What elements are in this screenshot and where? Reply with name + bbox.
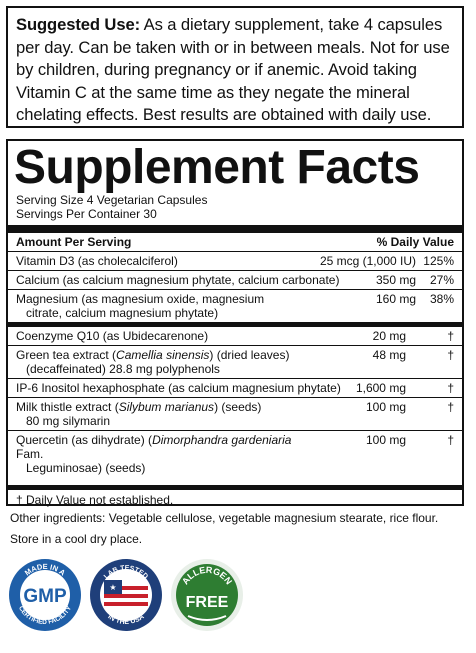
nutrient-row-magnesium: Magnesium (as magnesium oxide, magnesium…	[8, 290, 462, 322]
ingredient-name-part: Fam.	[16, 447, 44, 461]
ingredient-name: Coenzyme Q10 (as Ubidecarenone)	[16, 329, 209, 343]
spacer	[8, 477, 462, 485]
nutrient-row-vitamin-d3: Vitamin D3 (as cholecalciferol) 25 mcg (…	[8, 252, 462, 270]
other-ingredients: Other ingredients: Vegetable cellulose, …	[10, 511, 439, 525]
ingredient-row-coq10: Coenzyme Q10 (as Ubidecarenone) 20 mg †	[8, 327, 462, 345]
footnote: † Daily Value not established.	[16, 493, 174, 507]
divider	[8, 430, 462, 431]
ingredient-latin-name: Silybum marianus	[118, 400, 215, 414]
ingredient-name: IP-6 Inositol hexaphosphate (as calcium …	[16, 381, 341, 395]
daily-value-label: % Daily Value	[376, 235, 454, 249]
allergen-badge-center-text: FREE	[186, 594, 229, 611]
ingredient-name: Quercetin (as dihydrate) (Dimorphandra g…	[16, 433, 316, 475]
ingredient-row-milk-thistle: Milk thistle extract (Silybum marianus) …	[8, 398, 462, 430]
facts-title: Supplement Facts	[14, 141, 420, 194]
nutrient-name: Vitamin D3 (as cholecalciferol)	[16, 254, 178, 268]
nutrient-row-calcium: Calcium (as calcium magnesium phytate, c…	[8, 271, 462, 289]
divider	[8, 378, 462, 379]
gmp-certified-badge: MADE IN A CERTIFIED FACILITY GMP	[9, 559, 81, 631]
supplement-facts-panel: Supplement Facts Serving Size 4 Vegetari…	[6, 139, 464, 507]
nutrient-amount: 350 mg	[375, 273, 416, 287]
ingredient-name: Green tea extract (Camellia sinensis) (d…	[16, 348, 316, 376]
lab-tested-badge: ★ LAB TESTED IN THE USA	[90, 559, 162, 631]
suggested-use-box: Suggested Use: As a dietary supplement, …	[6, 6, 464, 128]
nutrient-dv: 125%	[423, 254, 454, 268]
ingredient-name-part: ) (seeds)	[214, 400, 262, 414]
nutrient-name: Calcium (as calcium magnesium phytate, c…	[16, 273, 340, 287]
servings-per-container: Servings Per Container 30	[16, 207, 157, 221]
ingredient-name-part: ) (dried leaves)	[209, 348, 290, 362]
divider-thick	[8, 225, 462, 233]
ingredient-dv: †	[447, 433, 454, 447]
serving-size: Serving Size 4 Vegetarian Capsules	[16, 193, 208, 207]
facts-header-row: Amount Per Serving % Daily Value	[8, 233, 462, 251]
ingredient-name-part: Quercetin (as dihydrate) (	[16, 433, 153, 447]
nutrient-amount: 25 mcg (1,000 IU)	[319, 254, 416, 268]
divider	[8, 251, 462, 252]
divider	[8, 345, 462, 346]
nutrient-amount: 160 mg	[375, 292, 416, 306]
divider	[8, 397, 462, 398]
ingredient-name-part: Milk thistle extract (	[16, 400, 119, 414]
ingredient-latin-name: Dimorphandra gardeniaria	[152, 433, 292, 447]
nutrient-dv: 38%	[429, 292, 454, 306]
ingredient-row-green-tea: Green tea extract (Camellia sinensis) (d…	[8, 346, 462, 378]
ingredient-name-line2: (decaffeinated) 28.8 mg polyphenols	[26, 362, 220, 376]
divider-medium	[8, 322, 462, 327]
divider	[8, 270, 462, 271]
ingredient-amount: 48 mg	[372, 348, 406, 362]
ingredient-amount: 100 mg	[365, 433, 406, 447]
ingredient-amount: 100 mg	[365, 400, 406, 414]
ingredient-name-line2: Leguminosae) (seeds)	[26, 461, 146, 475]
flag-icon: ★	[104, 580, 148, 606]
ingredient-dv: †	[447, 348, 454, 362]
ingredient-row-quercetin: Quercetin (as dihydrate) (Dimorphandra g…	[8, 431, 462, 477]
divider	[8, 289, 462, 290]
ingredient-name-part: Green tea extract (	[16, 348, 117, 362]
ingredient-dv: †	[447, 329, 454, 343]
nutrient-dv: 27%	[429, 273, 454, 287]
storage-instructions: Store in a cool dry place.	[10, 532, 143, 546]
ingredient-name-line2: 80 mg silymarin	[26, 414, 111, 428]
ingredient-amount: 20 mg	[372, 329, 406, 343]
suggested-use-text: As a dietary supplement, take 4 capsules…	[16, 15, 450, 124]
suggested-use-label: Suggested Use:	[16, 15, 141, 34]
nutrient-name-line2: citrate, calcium magnesium phytate)	[26, 306, 219, 320]
allergen-badge-ring	[176, 564, 238, 626]
ingredient-latin-name: Camellia sinensis	[116, 348, 210, 362]
ingredient-name: Milk thistle extract (Silybum marianus) …	[16, 400, 316, 428]
svg-text:★: ★	[109, 583, 116, 592]
nutrient-name: Magnesium (as magnesium oxide, magnesium…	[16, 292, 326, 320]
nutrient-name-line1: Magnesium (as magnesium oxide, magnesium	[16, 292, 265, 306]
ingredient-row-ip6: IP-6 Inositol hexaphosphate (as calcium …	[8, 379, 462, 397]
ingredient-dv: †	[447, 381, 454, 395]
leaf-swoosh-icon	[187, 615, 227, 621]
amount-per-serving-label: Amount Per Serving	[16, 235, 132, 249]
ingredient-amount: 1,600 mg	[355, 381, 406, 395]
divider-medium	[8, 485, 462, 490]
gmp-badge-center-text: GMP	[23, 586, 67, 607]
gmp-badge-inner	[20, 570, 70, 620]
ingredient-dv: †	[447, 400, 454, 414]
allergen-free-badge: ALLERGEN FREE	[171, 559, 243, 631]
